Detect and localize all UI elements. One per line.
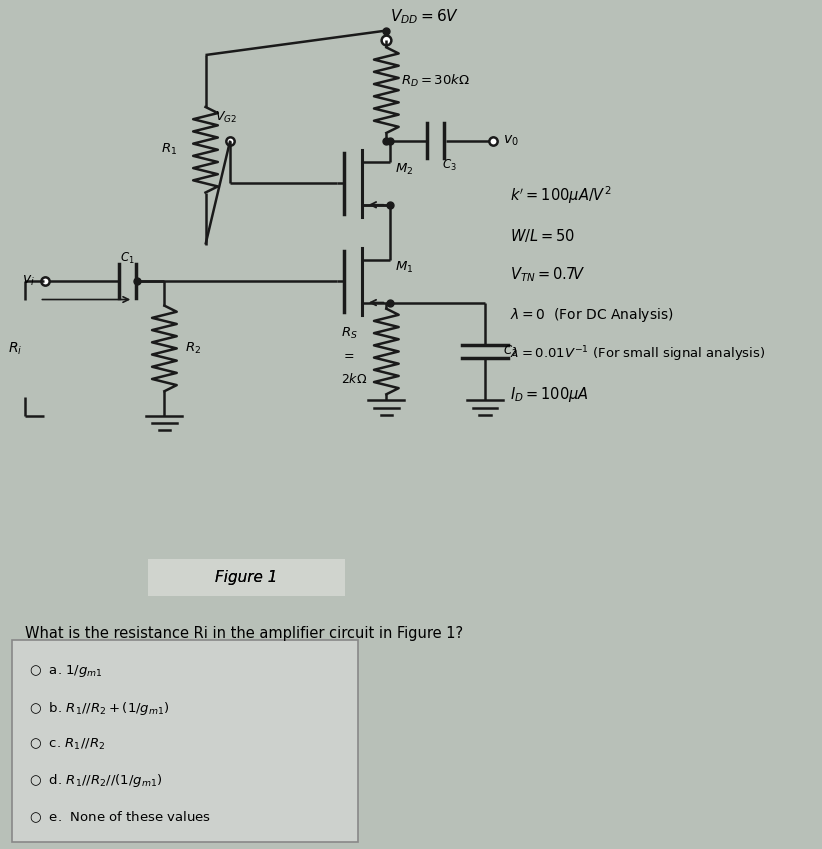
FancyBboxPatch shape bbox=[12, 640, 358, 842]
Text: $I_D=100\mu A$: $I_D=100\mu A$ bbox=[510, 385, 589, 404]
Text: $2k\Omega$: $2k\Omega$ bbox=[341, 372, 367, 386]
Text: $R_2$: $R_2$ bbox=[185, 341, 201, 356]
Text: $C_2$: $C_2$ bbox=[503, 344, 518, 359]
FancyBboxPatch shape bbox=[148, 559, 345, 596]
Text: $k'=100\mu A/V^2$: $k'=100\mu A/V^2$ bbox=[510, 185, 612, 206]
Text: $M_1$: $M_1$ bbox=[395, 260, 413, 275]
Text: $C_3$: $C_3$ bbox=[442, 158, 457, 173]
Text: $V_{TN}=0.7V$: $V_{TN}=0.7V$ bbox=[510, 266, 584, 284]
Text: What is the resistance Ri in the amplifier circuit in Figure 1?: What is the resistance Ri in the amplifi… bbox=[25, 626, 463, 640]
Text: $\lambda=0.01V^{-1}$ (For small signal analysis): $\lambda=0.01V^{-1}$ (For small signal a… bbox=[510, 345, 765, 364]
Text: $C_1$: $C_1$ bbox=[120, 250, 135, 266]
Text: $v_i$: $v_i$ bbox=[22, 274, 35, 289]
Text: $\bigcirc$  e.  None of these values: $\bigcirc$ e. None of these values bbox=[29, 809, 210, 824]
Text: Figure 1: Figure 1 bbox=[215, 571, 278, 585]
Text: $\bigcirc$  c. $R_1//R_2$: $\bigcirc$ c. $R_1//R_2$ bbox=[29, 737, 105, 752]
Text: $V_{G2}$: $V_{G2}$ bbox=[215, 110, 237, 126]
Text: $=$: $=$ bbox=[341, 348, 355, 361]
Text: $\bigcirc$  b. $R_1//R_2+(1/g_{m1})$: $\bigcirc$ b. $R_1//R_2+(1/g_{m1})$ bbox=[29, 700, 169, 717]
Text: $R_S$: $R_S$ bbox=[341, 326, 358, 340]
Text: $W/L=50$: $W/L=50$ bbox=[510, 227, 575, 244]
Text: $R_i$: $R_i$ bbox=[7, 340, 22, 357]
Text: $V_{DD}=6V$: $V_{DD}=6V$ bbox=[390, 7, 459, 25]
Text: $R_1$: $R_1$ bbox=[160, 143, 177, 157]
Text: $\lambda=0$  (For DC Analysis): $\lambda=0$ (For DC Analysis) bbox=[510, 306, 673, 323]
Text: $\bigcirc$  d. $R_1//R_2//(1/g_{m1})$: $\bigcirc$ d. $R_1//R_2//(1/g_{m1})$ bbox=[29, 772, 162, 789]
Text: $\bigcirc$  a. $1/g_{m1}$: $\bigcirc$ a. $1/g_{m1}$ bbox=[29, 663, 103, 678]
Text: $M_2$: $M_2$ bbox=[395, 162, 413, 177]
Text: Figure 1: Figure 1 bbox=[215, 571, 278, 585]
Text: $R_D=30k\Omega$: $R_D=30k\Omega$ bbox=[401, 73, 470, 89]
Text: $v_0$: $v_0$ bbox=[503, 133, 519, 148]
